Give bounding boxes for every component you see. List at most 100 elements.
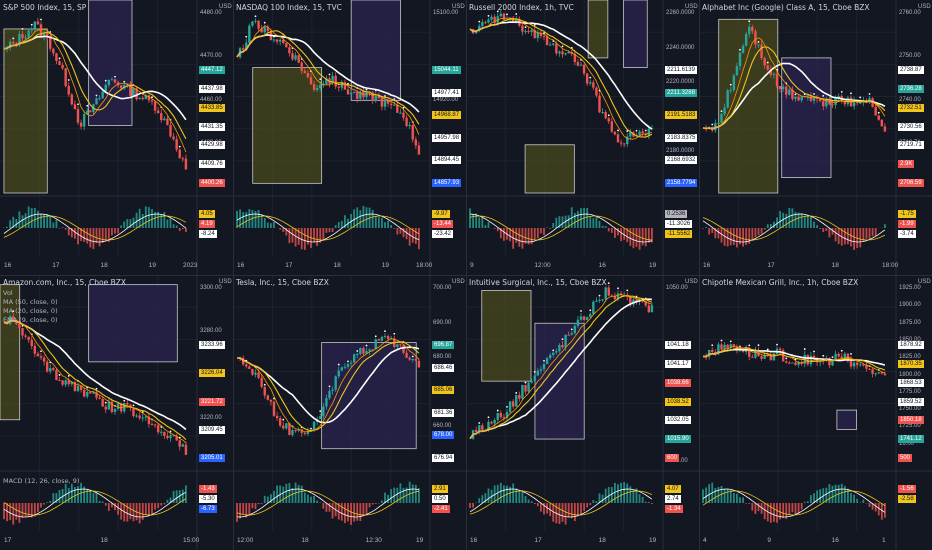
price-label[interactable]: 14857.93: [432, 179, 462, 187]
price-label[interactable]: 2211.3288: [665, 88, 697, 97]
price-label[interactable]: 3209.45: [199, 425, 225, 434]
price-label[interactable]: 676.94: [432, 454, 455, 462]
indicator-legend-item[interactable]: MA (50, close, 0): [3, 298, 58, 306]
chart-panel-ndx[interactable]: NASDAQ 100 Index, 15, TVC USD 15100.00 1492…: [233, 0, 466, 275]
chart-canvas[interactable]: [233, 0, 466, 275]
macd-value-label[interactable]: 2.91: [432, 485, 448, 493]
chart-canvas[interactable]: [466, 0, 699, 275]
macd-value-label[interactable]: -8.24: [199, 230, 217, 238]
chart-panel-googl[interactable]: Alphabet Inc (Google) Class A, 15, Cboe …: [699, 0, 932, 275]
indicator-legend-item[interactable]: MACD (12, 26, close, 9): [3, 477, 80, 485]
highlight-box[interactable]: [836, 409, 857, 430]
highlight-box[interactable]: [321, 342, 417, 450]
chart-canvas[interactable]: [699, 0, 932, 275]
chart-canvas[interactable]: [0, 275, 233, 550]
chart-title[interactable]: Tesla, Inc., 15, Cboe BZX: [236, 278, 329, 287]
price-label[interactable]: 4429.98: [199, 141, 225, 150]
highlight-box[interactable]: [88, 284, 178, 363]
price-label[interactable]: 4447.12: [199, 66, 225, 74]
indicator-legend-item[interactable]: EMA (9, close, 0): [3, 316, 58, 324]
highlight-box[interactable]: [3, 28, 48, 194]
macd-value-label[interactable]: -11.3026: [665, 220, 693, 228]
price-label[interactable]: 600: [665, 454, 680, 462]
panel-divider[interactable]: [0, 275, 932, 276]
price-label[interactable]: 14894.45: [432, 156, 462, 165]
macd-value-label[interactable]: -6.73: [199, 505, 217, 513]
price-label[interactable]: 4437.98: [199, 84, 225, 93]
price-label[interactable]: 1870.35: [898, 359, 924, 368]
price-label[interactable]: 2158.7794: [665, 179, 698, 187]
chart-title[interactable]: S&P 500 Index, 15, SP: [3, 3, 87, 12]
chart-title[interactable]: Russell 2000 Index, 1h, TVC: [469, 3, 574, 12]
highlight-box[interactable]: [0, 284, 21, 421]
price-label[interactable]: 3226.04: [199, 369, 225, 378]
price-label[interactable]: 1032.05: [665, 416, 691, 425]
price-label[interactable]: 15044.11: [432, 66, 461, 74]
chart-canvas[interactable]: [233, 275, 466, 550]
price-label[interactable]: 1041.17: [665, 359, 691, 368]
macd-value-label[interactable]: -11.5562: [665, 230, 693, 238]
price-label[interactable]: 2719.71: [898, 141, 924, 150]
price-label[interactable]: 4400.26: [199, 179, 225, 187]
chart-title[interactable]: Intuitive Surgical, Inc., 15, Cboe BZX: [469, 278, 607, 287]
macd-value-label[interactable]: -2.41: [432, 505, 450, 513]
highlight-box[interactable]: [623, 0, 648, 68]
price-label[interactable]: 3221.72: [199, 397, 225, 406]
price-label[interactable]: 1038.52: [665, 397, 691, 406]
price-label[interactable]: 2168.6932: [665, 156, 698, 165]
price-label[interactable]: 1878.92: [898, 341, 924, 349]
price-label[interactable]: 3205.01: [199, 454, 225, 462]
price-label[interactable]: 2730.56: [898, 122, 924, 131]
highlight-box[interactable]: [88, 0, 133, 126]
price-label[interactable]: 2211.6139: [665, 66, 697, 74]
macd-value-label[interactable]: -9.97: [432, 210, 450, 218]
highlight-box[interactable]: [252, 67, 323, 184]
macd-value-label[interactable]: 4.07: [665, 485, 681, 493]
macd-value-label[interactable]: 0.2536: [665, 210, 688, 218]
price-label[interactable]: 1038.66: [665, 378, 691, 387]
macd-value-label[interactable]: -1.75: [898, 210, 916, 218]
price-label[interactable]: 2.9K: [898, 160, 915, 169]
price-label[interactable]: 4433.85: [199, 103, 225, 112]
price-label[interactable]: 2183.8375: [665, 133, 698, 142]
chart-panel-isrg[interactable]: Intuitive Surgical, Inc., 15, Cboe BZX US…: [466, 275, 699, 550]
price-label[interactable]: 3233.96: [199, 341, 225, 349]
chart-panel-spx[interactable]: S&P 500 Index, 15, SP USD 4480.00 4470.00 44…: [0, 0, 233, 275]
price-label[interactable]: 1741.12: [898, 435, 924, 444]
price-label[interactable]: 2706.59: [898, 179, 924, 187]
highlight-box[interactable]: [481, 290, 532, 382]
macd-value-label[interactable]: -23.42: [432, 230, 454, 238]
chart-canvas[interactable]: [0, 0, 233, 275]
price-label[interactable]: 4409.76: [199, 160, 225, 169]
chart-title[interactable]: NASDAQ 100 Index, 15, TVC: [236, 3, 342, 12]
macd-value-label[interactable]: -3.74: [898, 230, 916, 238]
price-label[interactable]: 1859.52: [898, 397, 924, 406]
macd-value-label[interactable]: 2.74: [665, 495, 681, 503]
indicator-legend-item[interactable]: MA (20, close, 0): [3, 307, 58, 315]
indicator-legend-item[interactable]: Vol: [3, 289, 13, 297]
chart-title[interactable]: Amazon.com, Inc., 15, Cboe BZX: [3, 278, 127, 287]
chart-canvas[interactable]: [699, 275, 932, 550]
macd-value-label[interactable]: 4.19: [199, 220, 215, 228]
chart-panel-cmg[interactable]: Chipotle Mexican Grill, Inc., 1h, Cboe B…: [699, 275, 932, 550]
highlight-box[interactable]: [587, 0, 609, 59]
macd-value-label[interactable]: -1.34: [665, 505, 683, 513]
chart-title[interactable]: Alphabet Inc (Google) Class A, 15, Cboe …: [702, 3, 870, 12]
price-label[interactable]: 1850.18: [898, 416, 924, 425]
price-label[interactable]: 14977.41: [432, 88, 462, 97]
highlight-box[interactable]: [524, 144, 575, 194]
macd-value-label[interactable]: -2.58: [898, 495, 916, 503]
macd-value-label[interactable]: -13.44: [432, 220, 454, 228]
price-label[interactable]: 678.00: [432, 431, 455, 440]
price-label[interactable]: 686.46: [432, 363, 455, 372]
price-label[interactable]: 14968.87: [432, 111, 462, 120]
price-label[interactable]: 2191.5183: [665, 111, 698, 120]
price-label[interactable]: 2736.28: [898, 84, 924, 93]
chart-panel-amzn[interactable]: Amazon.com, Inc., 15, Cboe BZX Vol MA (50,…: [0, 275, 233, 550]
highlight-box[interactable]: [350, 0, 401, 101]
price-label[interactable]: 4431.35: [199, 122, 225, 131]
price-label[interactable]: 2732.51: [898, 103, 924, 112]
macd-value-label[interactable]: 0.50: [432, 495, 448, 503]
chart-canvas[interactable]: [466, 275, 699, 550]
price-label[interactable]: 1041.18: [665, 341, 691, 349]
